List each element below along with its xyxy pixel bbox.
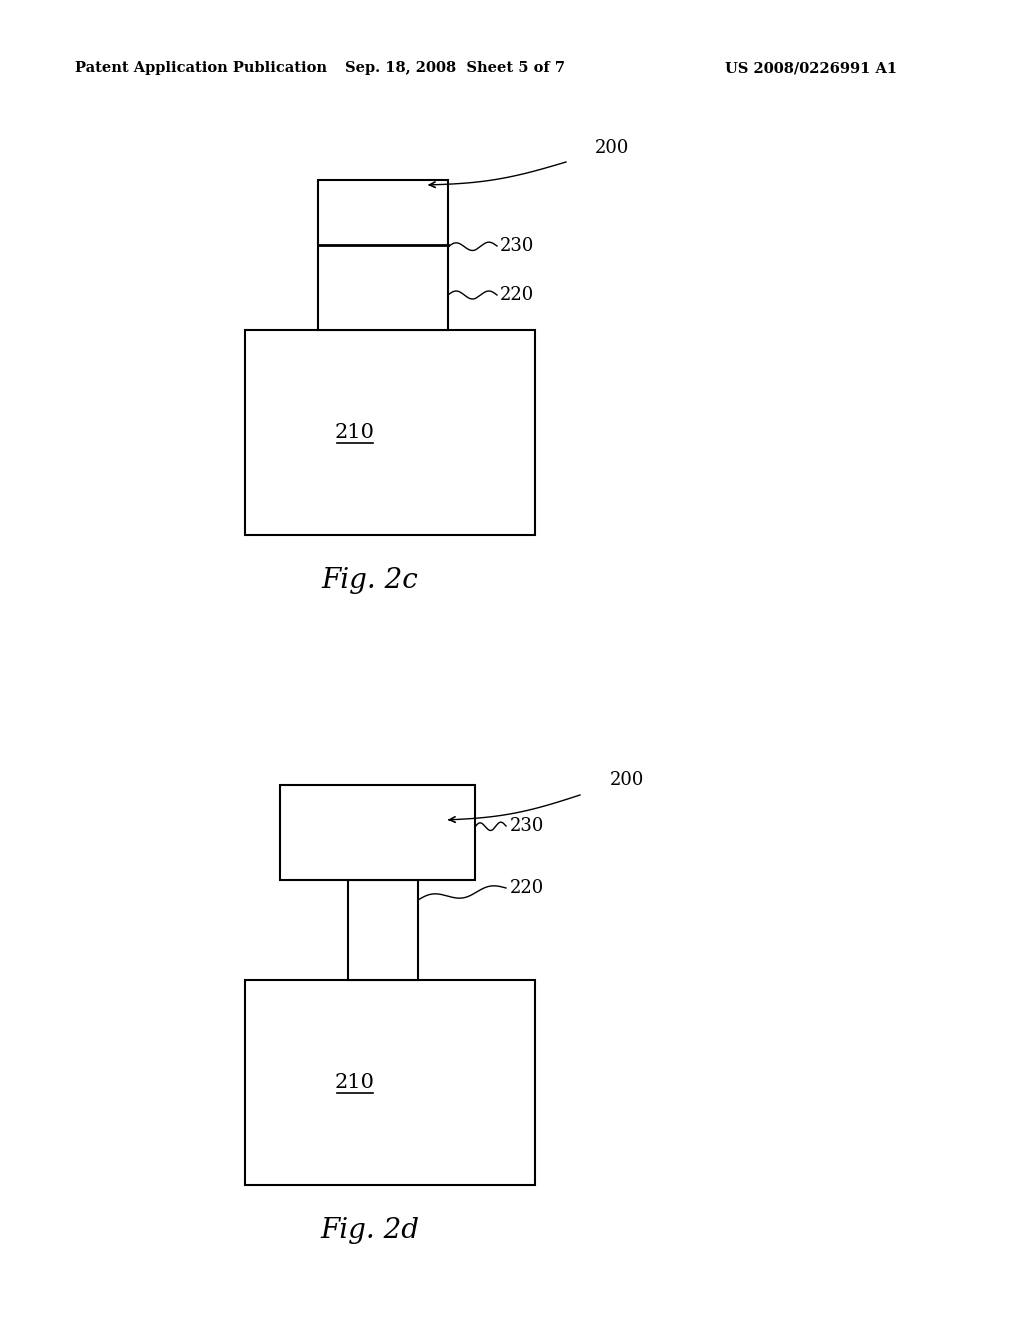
Bar [348, 880, 418, 979]
Text: Patent Application Publication: Patent Application Publication [75, 61, 327, 75]
Text: 210: 210 [335, 422, 375, 441]
Text: 230: 230 [500, 238, 535, 255]
Text: US 2008/0226991 A1: US 2008/0226991 A1 [725, 61, 897, 75]
Bar [245, 979, 535, 1185]
Text: Sep. 18, 2008  Sheet 5 of 7: Sep. 18, 2008 Sheet 5 of 7 [345, 61, 565, 75]
Bar [280, 785, 475, 880]
Text: 220: 220 [500, 286, 535, 304]
Text: 200: 200 [595, 139, 630, 157]
Text: Fig. 2c: Fig. 2c [322, 566, 419, 594]
Text: 220: 220 [510, 879, 544, 898]
Bar [318, 180, 449, 330]
Text: 210: 210 [335, 1072, 375, 1092]
Text: Fig. 2d: Fig. 2d [321, 1217, 420, 1243]
Text: 230: 230 [510, 817, 545, 836]
Bar [245, 330, 535, 535]
Text: 200: 200 [610, 771, 644, 789]
